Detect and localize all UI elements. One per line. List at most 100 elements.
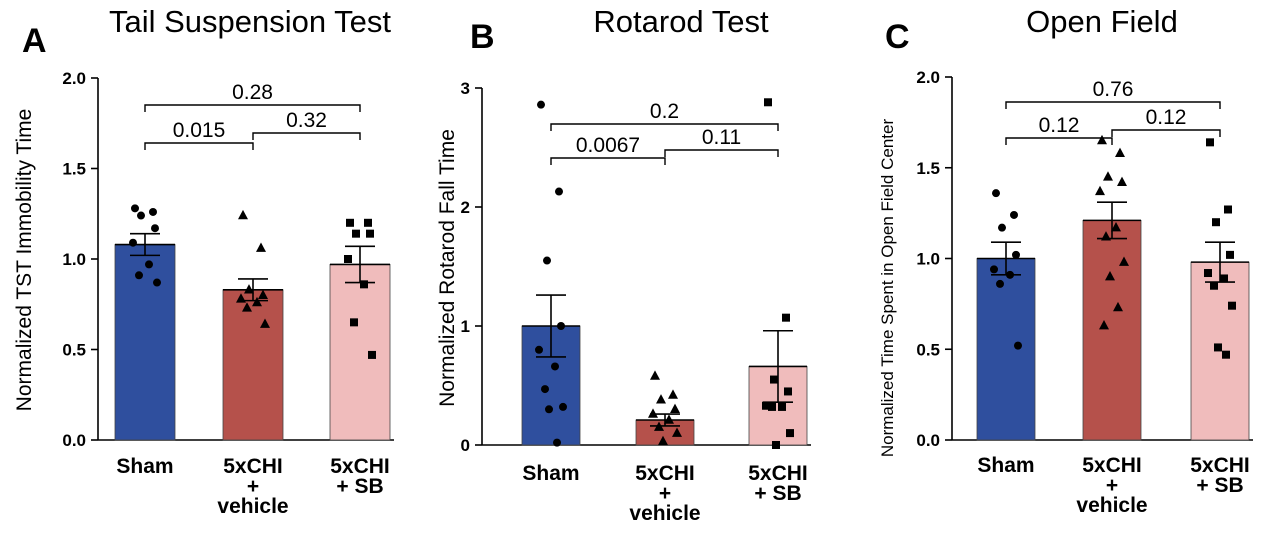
data-point	[1115, 147, 1125, 157]
data-point	[1010, 210, 1018, 219]
y-tick-label: 2.0	[62, 69, 86, 88]
comparison-bracket	[144, 142, 254, 150]
category-label-line: Sham	[522, 462, 579, 485]
y-tick-label: 0	[461, 436, 470, 455]
panel-title-b: Rotarod Test	[593, 4, 769, 39]
data-point	[786, 429, 794, 438]
data-point	[557, 322, 565, 330]
data-point	[770, 375, 778, 384]
data-point	[990, 265, 998, 274]
category-label: 5xCHI + vehicle	[217, 455, 288, 518]
data-point	[238, 209, 248, 220]
data-point	[1099, 320, 1109, 330]
category-label-line: + SB	[754, 482, 801, 505]
category-label: 5xCHI + SB	[1190, 454, 1250, 497]
p-value-label: 0.2	[650, 100, 679, 123]
data-point	[545, 405, 553, 414]
data-point	[778, 402, 786, 411]
p-value-label: 0.12	[1146, 106, 1187, 129]
data-point	[1206, 138, 1214, 147]
data-point	[1113, 301, 1123, 312]
comparison-bracket	[550, 123, 779, 131]
data-point	[149, 207, 157, 216]
data-point	[1204, 269, 1212, 278]
data-point	[366, 229, 374, 238]
data-point	[135, 271, 143, 280]
data-point	[1220, 274, 1228, 283]
data-point	[1101, 231, 1111, 241]
category-label-line: 5xCHI	[1190, 454, 1250, 477]
data-point	[1222, 350, 1230, 359]
data-point	[1119, 256, 1129, 266]
data-point	[368, 350, 376, 359]
data-point	[553, 438, 561, 447]
data-point	[151, 224, 159, 233]
data-point	[998, 223, 1006, 232]
panel-title-c: Open Field	[1026, 4, 1178, 39]
data-point	[236, 293, 246, 303]
data-point	[650, 370, 660, 380]
y-tick-label: 1.5	[62, 160, 86, 179]
category-label-line: 5xCHI	[223, 455, 283, 478]
data-point	[555, 187, 563, 196]
category-label: Sham	[116, 455, 173, 478]
y-tick-label: 2.0	[916, 68, 940, 87]
data-point	[1095, 185, 1105, 196]
comparison-bracket	[252, 132, 361, 140]
data-point	[1214, 343, 1222, 352]
bar	[114, 244, 176, 441]
p-value-label: 0.12	[1039, 114, 1080, 137]
p-value-label: 0.32	[286, 109, 327, 132]
data-point	[1006, 270, 1014, 279]
panel-title-a: Tail Suspension Test	[109, 4, 391, 39]
y-tick-label: 0.0	[62, 431, 86, 450]
bar	[976, 258, 1036, 441]
data-point	[551, 362, 559, 371]
p-value-label: 0.11	[702, 126, 741, 149]
panel-letter-a: A	[22, 22, 47, 60]
data-point	[1224, 205, 1232, 214]
bar	[329, 264, 391, 441]
category-label-line: + SB	[336, 475, 383, 498]
data-point	[258, 289, 268, 299]
data-point	[242, 302, 252, 312]
data-point	[260, 318, 270, 328]
category-label-line: 5xCHI	[330, 455, 390, 478]
category-label: 5xCHI + vehicle	[629, 462, 700, 525]
data-point	[658, 435, 668, 446]
data-point	[664, 414, 674, 424]
y-axis-label-b: Normalized Rotarod Fall Time	[436, 129, 459, 407]
y-tick-label: 0.5	[916, 340, 940, 359]
data-point	[996, 279, 1004, 288]
comparison-bracket	[1005, 101, 1221, 109]
data-point	[768, 402, 776, 411]
data-point	[772, 441, 780, 449]
data-point	[559, 402, 567, 411]
panel-letter-c: C	[885, 18, 910, 56]
y-tick-label: 3	[461, 79, 470, 98]
data-point	[1014, 341, 1022, 350]
category-label-line: Sham	[116, 455, 173, 478]
data-point	[252, 296, 262, 307]
panel-a: A Tail Suspension Test Normalized TST Im…	[13, 4, 394, 518]
comparison-bracket	[1111, 129, 1221, 137]
category-label-line: +	[1106, 474, 1118, 497]
data-point	[1097, 134, 1107, 145]
data-point	[672, 427, 682, 437]
y-tick-label: 2	[461, 198, 470, 217]
category-label: Sham	[977, 454, 1034, 477]
data-point	[764, 98, 772, 107]
comparison-bracket	[664, 149, 779, 157]
data-point	[537, 100, 545, 109]
category-label-line: vehicle	[1076, 494, 1147, 517]
data-point	[535, 345, 543, 354]
category-label-line: + SB	[1196, 474, 1243, 497]
category-label-line: 5xCHI	[748, 462, 808, 485]
data-point	[1212, 218, 1220, 227]
data-point	[668, 389, 678, 399]
data-point	[656, 394, 666, 404]
data-point	[782, 313, 790, 322]
data-point	[350, 318, 358, 327]
data-point	[153, 278, 161, 287]
category-label-line: +	[659, 482, 671, 505]
